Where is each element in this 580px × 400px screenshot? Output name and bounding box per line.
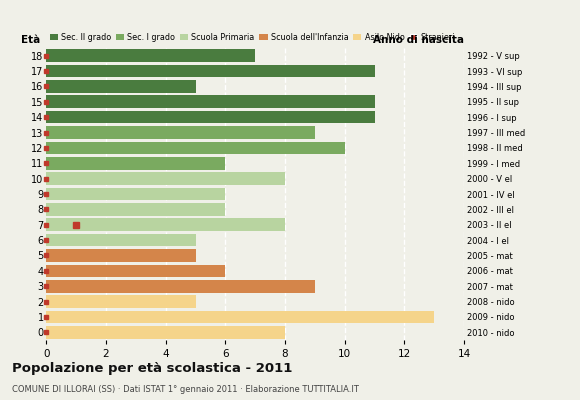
Bar: [46, 280, 315, 292]
Bar: [46, 188, 226, 200]
Text: Popolazione per età scolastica - 2011: Popolazione per età scolastica - 2011: [12, 362, 292, 375]
Bar: [46, 65, 375, 77]
Bar: [46, 295, 195, 308]
Text: Età: Età: [21, 35, 41, 45]
Bar: [46, 326, 285, 339]
Bar: [46, 96, 375, 108]
Bar: [46, 80, 195, 93]
Legend: Sec. II grado, Sec. I grado, Scuola Primaria, Scuola dell'Infanzia, Asilo Nido, : Sec. II grado, Sec. I grado, Scuola Prim…: [46, 30, 458, 45]
Bar: [46, 49, 255, 62]
Bar: [46, 203, 226, 216]
Bar: [46, 142, 345, 154]
Text: Anno di nascita: Anno di nascita: [373, 35, 464, 45]
Bar: [46, 218, 285, 231]
Bar: [46, 264, 226, 277]
Bar: [46, 126, 315, 139]
Bar: [46, 249, 195, 262]
Bar: [46, 311, 434, 323]
Bar: [46, 234, 195, 246]
Bar: [46, 172, 285, 185]
Bar: [46, 157, 226, 170]
Text: COMUNE DI ILLORAI (SS) · Dati ISTAT 1° gennaio 2011 · Elaborazione TUTTITALIA.IT: COMUNE DI ILLORAI (SS) · Dati ISTAT 1° g…: [12, 385, 358, 394]
Bar: [46, 111, 375, 124]
